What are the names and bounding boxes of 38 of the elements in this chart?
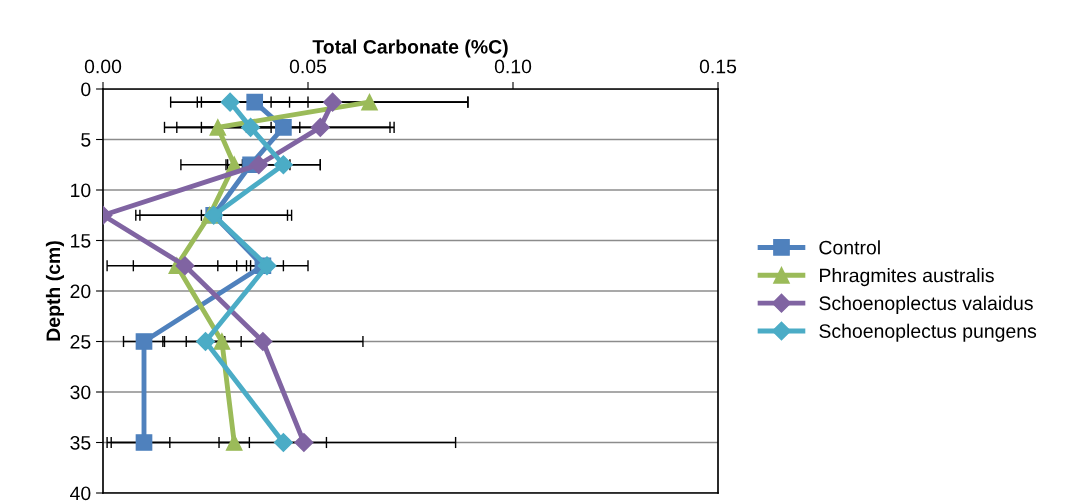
y-axis-title: Depth (cm) — [45, 241, 65, 341]
point — [246, 93, 264, 111]
y-tick-label: 20 — [70, 284, 91, 299]
point — [310, 117, 330, 137]
y-tick-label: 0 — [81, 82, 91, 97]
point — [135, 434, 153, 451]
point — [175, 256, 195, 276]
legend-label: Phragmites australis — [820, 268, 994, 287]
point — [253, 331, 273, 352]
point — [275, 119, 292, 136]
y-tick-label: 15 — [71, 234, 91, 248]
point — [361, 93, 378, 111]
x-tick-label: 0.05 — [289, 59, 327, 74]
y-tick-label: 40 — [70, 486, 91, 501]
x-tick-label: 0.10 — [494, 59, 532, 74]
y-tick-label: 5 — [81, 133, 91, 147]
point — [294, 432, 314, 453]
point — [135, 333, 153, 350]
point — [241, 117, 261, 137]
point — [220, 92, 240, 112]
point — [225, 434, 243, 451]
point — [209, 119, 227, 136]
legend-label: Schoenoplectus pungens — [819, 323, 1037, 342]
legend-label: Control — [819, 240, 880, 255]
point — [249, 155, 269, 175]
x-tick-label: 0.15 — [699, 59, 737, 74]
point — [273, 432, 293, 453]
y-tick-label: 25 — [70, 334, 91, 349]
x-tick-label: 0.00 — [84, 59, 122, 74]
point — [273, 155, 293, 175]
point — [323, 92, 343, 112]
y-tick-label: 10 — [71, 183, 91, 198]
y-tick-label: 30 — [70, 385, 91, 400]
legend-label: Schoenoplectus valaidus — [819, 295, 1033, 314]
point — [213, 333, 231, 350]
point — [195, 331, 216, 352]
x-axis-title: Total Carbonate (%C) — [312, 39, 508, 58]
y-tick-label: 35 — [70, 435, 91, 450]
